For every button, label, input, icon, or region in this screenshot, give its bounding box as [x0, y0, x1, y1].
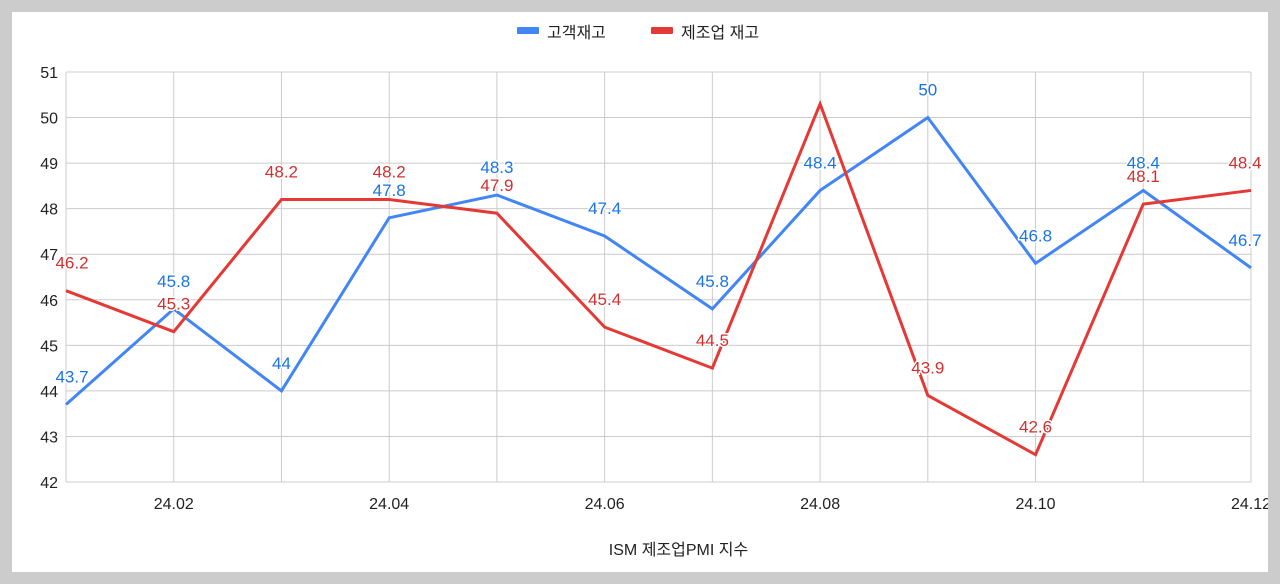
data-label: 44 [272, 354, 291, 373]
data-label: 48.4 [804, 153, 837, 172]
data-label: 48.1 [1127, 167, 1160, 186]
data-label: 44.5 [696, 331, 729, 350]
x-tick-label: 24.08 [800, 496, 840, 513]
y-tick-label: 47 [40, 247, 58, 264]
data-label: 45.8 [696, 272, 729, 291]
data-label: 43.7 [55, 368, 88, 387]
y-tick-label: 50 [40, 111, 58, 128]
x-tick-label: 24.06 [585, 496, 625, 513]
data-label: 48.2 [373, 163, 406, 182]
data-label: 50 [918, 81, 937, 100]
data-label: 48.3 [480, 158, 513, 177]
x-tick-label: 24.04 [369, 496, 409, 513]
legend-swatch-1 [651, 27, 673, 34]
y-tick-label: 49 [40, 156, 58, 173]
y-tick-label: 48 [40, 202, 58, 219]
data-label: 46.7 [1228, 231, 1261, 250]
legend-label-1: 제조업 재고 [681, 24, 759, 42]
y-tick-label: 45 [40, 338, 58, 355]
data-label: 47.8 [373, 181, 406, 200]
y-tick-label: 42 [40, 475, 58, 492]
legend-swatch-0 [517, 27, 539, 34]
y-tick-label: 44 [40, 384, 58, 401]
y-tick-label: 43 [40, 429, 58, 446]
series-line-0 [65, 115, 1252, 406]
data-label: 43.9 [911, 358, 944, 377]
x-tick-label: 24.12 [1231, 496, 1268, 513]
data-label: 45.3 [157, 295, 190, 314]
y-tick-label: 51 [40, 65, 58, 82]
data-label: 47.4 [588, 199, 621, 218]
x-tick-label: 24.10 [1016, 496, 1056, 513]
data-label: 46.8 [1019, 226, 1052, 245]
x-tick-label: 24.02 [154, 496, 194, 513]
data-label: 48.2 [265, 163, 298, 182]
data-label: 48.4 [1228, 153, 1261, 172]
series-line-1 [65, 99, 1252, 457]
data-label: 45.8 [157, 272, 190, 291]
data-label: 45.4 [588, 290, 621, 309]
data-label: 47.9 [480, 176, 513, 195]
data-label: 48.4 [1127, 153, 1160, 172]
legend-label-0: 고객재고 [547, 24, 606, 42]
y-tick-label: 46 [40, 293, 58, 310]
data-label: 46.2 [55, 254, 88, 273]
x-axis-title: ISM 제조업PMI 지수 [609, 541, 748, 559]
data-label: 42.6 [1019, 418, 1052, 437]
chart-card: 42 43 44 45 46 47 48 49 50 51 24.02 24.04 24.06 24.08… [12, 12, 1268, 572]
line-chart: 42 43 44 45 46 47 48 49 50 51 24.02 24.04 24.06 24.08… [40, 24, 1268, 559]
